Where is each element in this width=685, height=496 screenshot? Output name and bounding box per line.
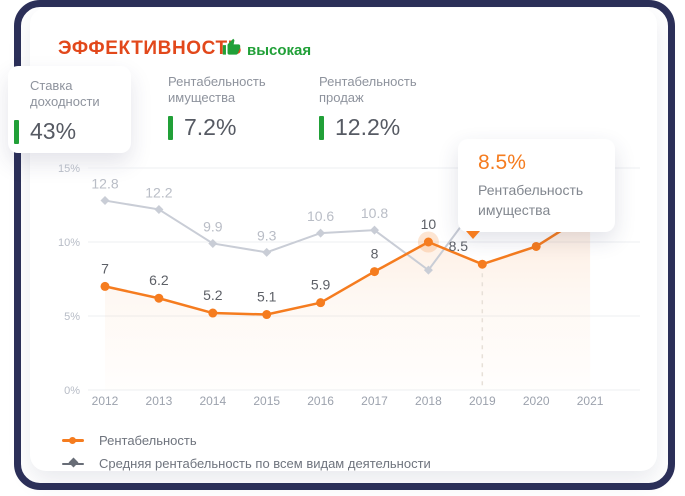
x-tick-label: 2012 — [92, 394, 119, 408]
data-point-diamond[interactable] — [208, 238, 218, 248]
green-accent-bar — [168, 115, 173, 140]
data-point-dot[interactable] — [423, 237, 433, 247]
value-label: 10.8 — [361, 205, 388, 221]
x-tick-label: 2018 — [415, 394, 442, 408]
x-tick-label: 2013 — [146, 394, 173, 408]
data-point-diamond[interactable] — [100, 196, 110, 206]
stat-card-rate-of-return: Ставка доходности 43% — [8, 66, 131, 153]
chart-legend: Рентабельность Средняя рентабельность по… — [62, 429, 431, 475]
legend-item-profitability: Рентабельность — [62, 429, 431, 452]
x-tick-label: 2021 — [577, 394, 604, 408]
legend-item-average-profitability: Средняя рентабельность по всем видам дея… — [62, 452, 431, 475]
area-fill — [105, 212, 591, 390]
value-label: 5.9 — [311, 277, 331, 293]
value-label: 10.6 — [307, 208, 334, 224]
data-point-diamond[interactable] — [262, 247, 272, 257]
data-point-dot[interactable] — [208, 308, 218, 318]
gray-line-diamond-icon — [62, 457, 84, 468]
x-tick-label: 2016 — [307, 394, 334, 408]
data-point-dot[interactable] — [316, 298, 326, 308]
stat-value: 43% — [30, 118, 77, 144]
legend-label: Средняя рентабельность по всем видам дея… — [99, 456, 431, 471]
x-tick-label: 2017 — [361, 394, 388, 408]
value-label: 5.1 — [257, 289, 277, 305]
orange-line-dot-icon — [62, 437, 84, 444]
y-tick-label: 10% — [58, 237, 80, 249]
stat-return-on-assets: Рентабельность имущества 7.2% — [168, 74, 308, 141]
data-point-dot[interactable] — [154, 293, 164, 303]
data-point-dot[interactable] — [262, 310, 272, 320]
chart-tooltip: 8.5% Рентабельность имущества — [458, 139, 615, 232]
data-point-diamond[interactable] — [423, 265, 433, 275]
y-tick-label: 0% — [64, 385, 80, 397]
stat-label: Рентабельность продаж — [319, 74, 417, 105]
value-label: 10 — [421, 216, 437, 232]
stat-value: 7.2% — [184, 114, 237, 140]
y-tick-label: 15% — [58, 163, 80, 175]
tooltip-value: 8.5% — [478, 151, 526, 174]
value-label: 5.2 — [203, 287, 223, 303]
data-point-dot[interactable] — [100, 281, 110, 291]
stat-label: Рентабельность имущества — [168, 74, 266, 105]
x-tick-label: 2015 — [253, 394, 280, 408]
y-tick-label: 5% — [64, 311, 80, 323]
value-label: 7 — [101, 260, 109, 276]
data-point-diamond[interactable] — [316, 228, 326, 238]
data-point-diamond[interactable] — [370, 225, 379, 235]
tooltip-label: Рентабельность имущества — [478, 182, 584, 218]
x-axis-labels: 2012 2013 2014 2015 2016 2017 2018 2019 2020 2021 — [92, 394, 604, 408]
tooltip-pointer-icon — [466, 231, 480, 239]
value-label: 6.2 — [149, 272, 169, 288]
series-average: 12.8 12.2 9.9 9.3 10.6 10.8 — [91, 176, 487, 275]
x-tick-label: 2014 — [199, 394, 226, 408]
stat-label: Ставка доходности — [30, 78, 100, 109]
value-label: 8 — [371, 246, 379, 262]
series-line-profitability — [104, 211, 591, 316]
data-point-dot[interactable] — [477, 259, 487, 269]
x-tick-label: 2020 — [523, 394, 550, 408]
data-point-dot[interactable] — [531, 241, 541, 251]
data-point-diamond[interactable] — [154, 204, 164, 214]
value-label: 8.5 — [449, 238, 469, 254]
value-label: 9.3 — [257, 227, 277, 243]
thumbs-up-icon — [222, 38, 241, 62]
value-label: 9.9 — [203, 218, 223, 234]
card-frame — [14, 0, 675, 490]
legend-label: Рентабельность — [99, 433, 197, 448]
status-badge-label: высокая — [247, 41, 312, 59]
page-title: ЭФФЕКТИВНОСТЬ — [58, 38, 242, 59]
value-label: 12.8 — [91, 176, 118, 192]
green-accent-bar — [319, 115, 324, 140]
series-profitability: 7 6.2 5.2 5.1 5.9 8 10 8.5 — [100, 207, 595, 320]
x-tick-label: 2019 — [469, 394, 496, 408]
stat-return-on-sales: Рентабельность продаж 12.2% — [319, 74, 459, 141]
stat-value: 12.2% — [335, 114, 401, 140]
status-badge: высокая — [222, 38, 311, 62]
value-label: 12.2 — [145, 184, 172, 200]
series-line-average — [104, 197, 484, 272]
data-point-dot[interactable] — [370, 267, 379, 277]
green-accent-bar — [14, 120, 19, 144]
